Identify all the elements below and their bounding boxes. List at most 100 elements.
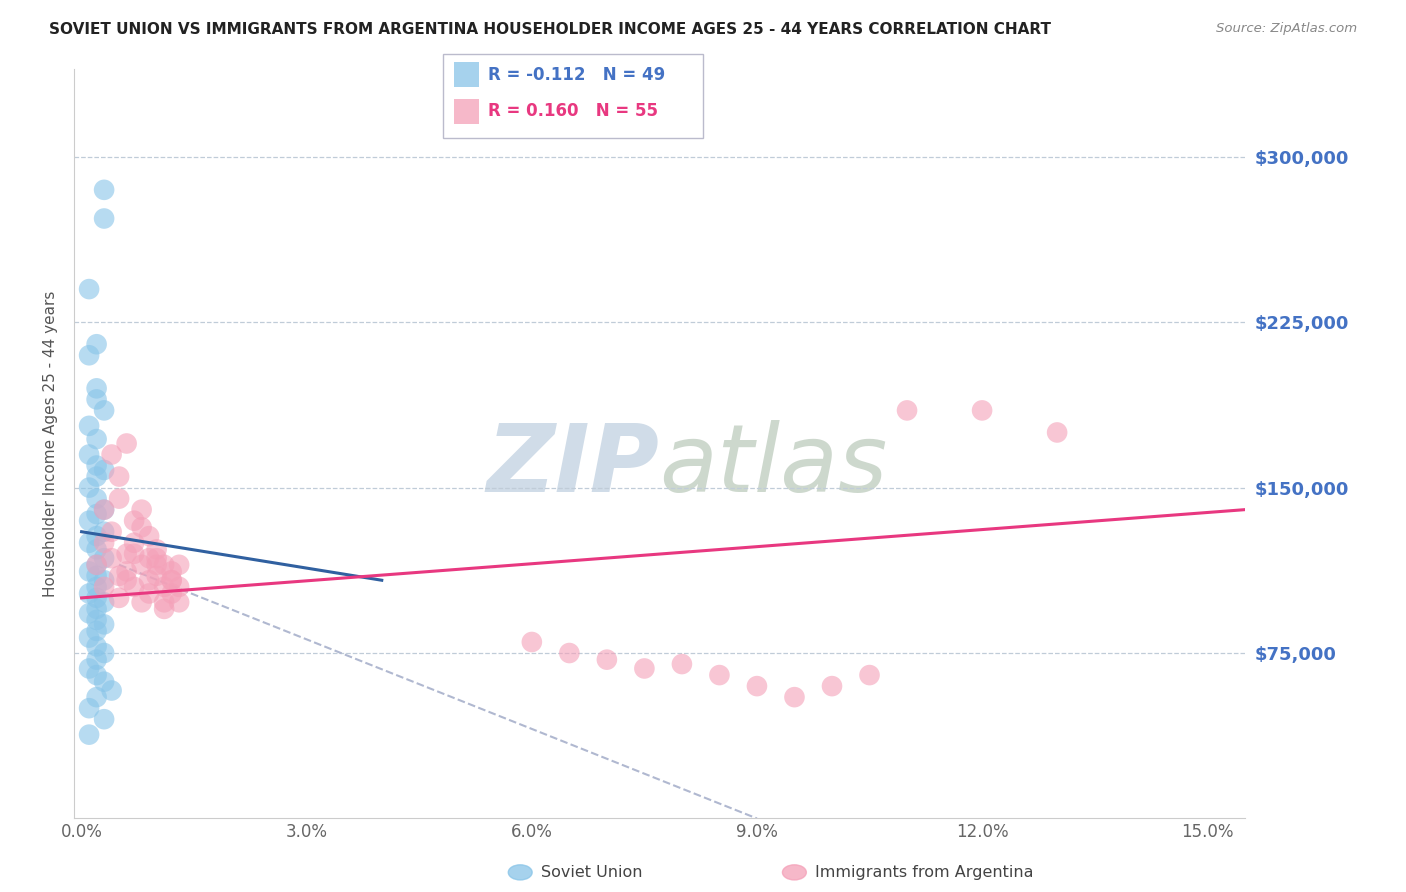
Text: Soviet Union: Soviet Union (541, 865, 643, 880)
Point (145, 569, 167, 583)
Point (100, 448, 122, 462)
Point (77, 728, 100, 742)
Point (86, 580, 108, 594)
Point (77, 514, 100, 528)
Point (115, 565, 138, 579)
Point (138, 573, 160, 587)
Point (86, 640, 108, 654)
Point (153, 580, 176, 594)
Text: Source: ZipAtlas.com: Source: ZipAtlas.com (1216, 22, 1357, 36)
Point (93, 403, 115, 417)
Point (77, 448, 100, 462)
Point (153, 558, 176, 572)
Point (122, 580, 145, 594)
Text: atlas: atlas (659, 420, 887, 511)
Point (93, 502, 115, 516)
Point (77, 282, 100, 296)
Point (131, 558, 153, 572)
Point (77, 701, 100, 715)
Point (93, 211, 115, 226)
Point (86, 624, 108, 638)
Point (745, 679, 768, 693)
Point (160, 573, 183, 587)
Point (783, 690, 806, 705)
Text: ZIP: ZIP (486, 420, 659, 512)
Point (145, 558, 167, 572)
Point (821, 679, 844, 693)
Point (145, 542, 167, 557)
Point (93, 535, 115, 549)
Point (122, 514, 145, 528)
Point (86, 558, 108, 572)
Point (86, 613, 108, 627)
Point (138, 529, 160, 543)
Point (108, 469, 131, 483)
Point (86, 432, 108, 446)
Point (138, 586, 160, 600)
Point (86, 558, 108, 572)
Point (93, 183, 115, 197)
Point (93, 595, 115, 609)
Point (896, 403, 918, 417)
Point (86, 690, 108, 705)
Point (596, 653, 619, 667)
Point (160, 586, 183, 600)
Text: Immigrants from Argentina: Immigrants from Argentina (815, 865, 1033, 880)
Point (93, 580, 115, 594)
Point (160, 565, 183, 579)
Point (1046, 425, 1069, 440)
Point (77, 481, 100, 495)
Point (93, 502, 115, 516)
Point (145, 551, 167, 566)
Point (167, 558, 190, 572)
Point (970, 403, 993, 417)
Point (108, 591, 131, 605)
Point (77, 535, 100, 549)
Point (558, 646, 581, 660)
Point (86, 668, 108, 682)
Point (153, 602, 176, 616)
Point (709, 668, 731, 682)
Point (167, 580, 190, 594)
Point (153, 595, 176, 609)
Point (86, 491, 108, 506)
Point (77, 418, 100, 433)
Point (86, 507, 108, 521)
Point (86, 337, 108, 351)
Point (77, 348, 100, 362)
Point (86, 392, 108, 407)
Point (520, 635, 543, 649)
Point (86, 469, 108, 483)
Point (115, 573, 138, 587)
Point (100, 551, 122, 566)
Point (86, 569, 108, 583)
Point (138, 551, 160, 566)
Point (100, 683, 122, 698)
Point (115, 547, 138, 561)
Text: R = -0.112   N = 49: R = -0.112 N = 49 (488, 66, 665, 84)
Point (115, 436, 138, 450)
Point (131, 520, 153, 534)
Y-axis label: Householder Income Ages 25 - 44 years: Householder Income Ages 25 - 44 years (44, 290, 58, 597)
Point (77, 631, 100, 645)
Point (86, 591, 108, 605)
Point (93, 674, 115, 689)
Point (100, 524, 122, 539)
Point (108, 491, 131, 506)
Point (86, 602, 108, 616)
Point (77, 565, 100, 579)
Point (671, 657, 693, 671)
Point (93, 712, 115, 726)
Point (86, 542, 108, 557)
Point (93, 524, 115, 539)
Point (77, 607, 100, 621)
Point (122, 547, 145, 561)
Point (77, 661, 100, 675)
Point (93, 463, 115, 477)
Point (167, 595, 190, 609)
Point (86, 529, 108, 543)
Point (77, 586, 100, 600)
Point (86, 653, 108, 667)
Point (93, 573, 115, 587)
Point (122, 535, 145, 549)
